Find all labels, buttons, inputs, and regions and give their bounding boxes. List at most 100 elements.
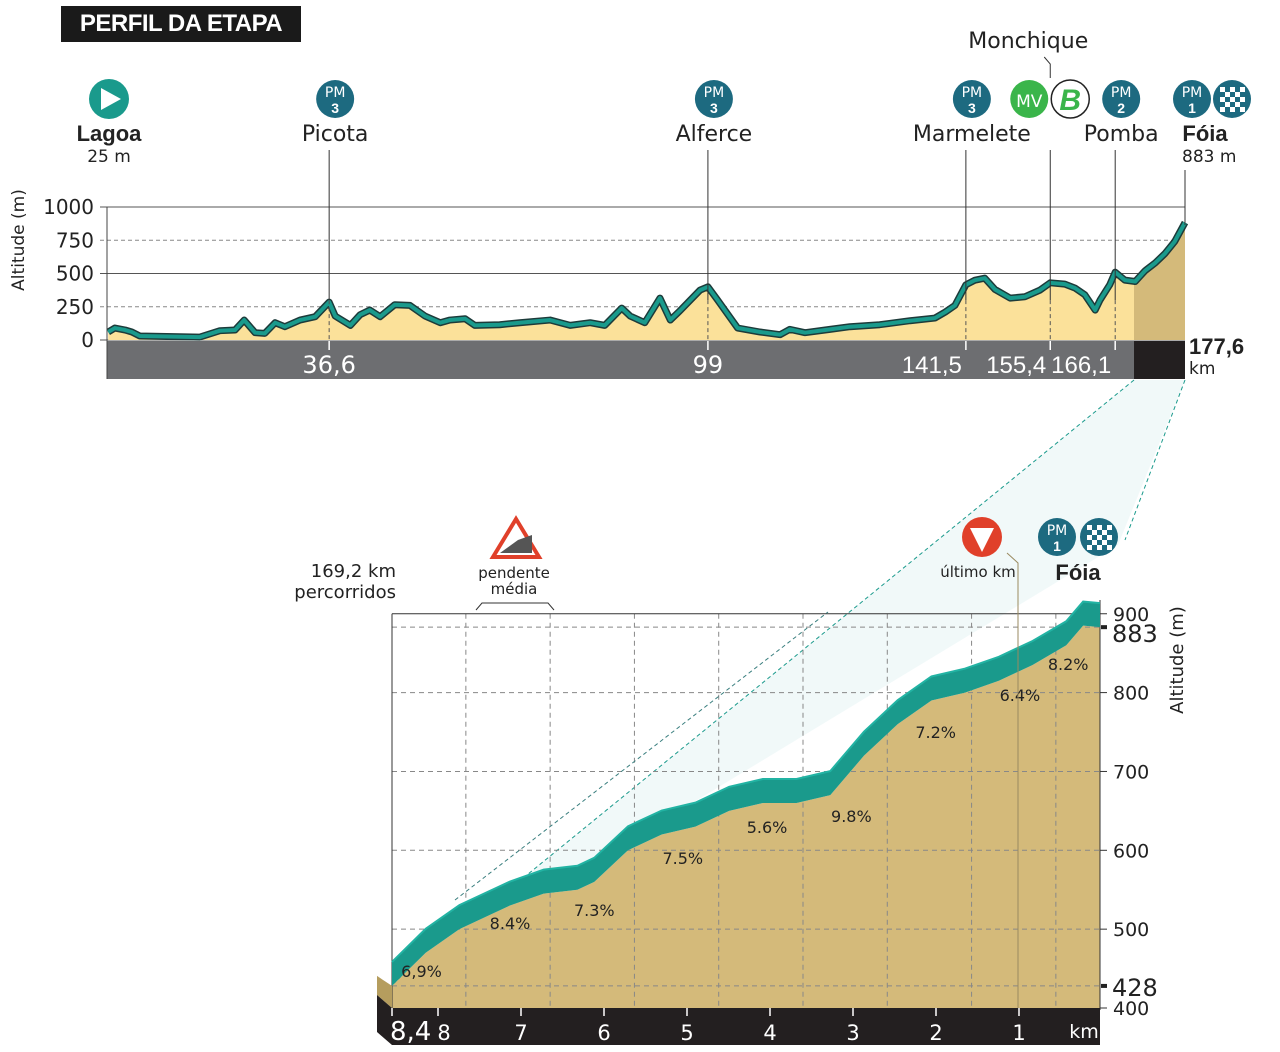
finish-altitude: 883 m — [1182, 147, 1236, 167]
climb-badge-text: PM — [962, 85, 983, 101]
segment-grade-label: 6.4% — [1000, 686, 1041, 705]
y-tick-label: 750 — [56, 228, 94, 252]
y-tick-label: 250 — [56, 295, 94, 319]
zoom-finish-climb-badge-category: 1 — [1053, 538, 1061, 554]
climb-side — [377, 975, 392, 1008]
segment-grade-label: 8.2% — [1048, 655, 1089, 674]
checker-square — [1092, 530, 1097, 535]
total-distance-unit: km — [1189, 359, 1215, 379]
y-mark — [1101, 625, 1107, 630]
y-mark — [1101, 983, 1107, 988]
checker-square — [1107, 535, 1112, 540]
avg-gradient-label: pendente — [478, 564, 550, 582]
climb-badge-category: 3 — [331, 100, 339, 116]
x-tick-label: 3 — [846, 1021, 859, 1045]
final-climb-axis-segment — [1134, 341, 1185, 379]
checker-square — [1230, 107, 1235, 112]
checker-square — [1092, 540, 1097, 545]
segment-grade-label: 8.4% — [490, 914, 531, 933]
checker-square — [1230, 97, 1235, 102]
climb-badge-text: PM — [1111, 85, 1132, 101]
climb-badge-icon — [694, 80, 733, 118]
y-axis-title: Altitude (m) — [1167, 606, 1188, 714]
climb-badge-icon — [952, 80, 991, 118]
checker-square — [1240, 87, 1245, 92]
profile-area — [108, 222, 1185, 340]
climb-name: Pomba — [1084, 122, 1159, 147]
start-altitude: 25 m — [87, 147, 131, 167]
segment-grade-label: 5.6% — [747, 818, 788, 837]
road-band — [392, 601, 1100, 986]
km-mark-label: 166,1 — [1051, 352, 1111, 379]
bonus-badge-text: B — [1059, 84, 1081, 117]
checker-square — [1107, 545, 1112, 550]
y-tick-label: 600 — [1113, 840, 1149, 862]
start-play-icon — [101, 88, 121, 110]
sprint-badge-text: MV — [1016, 92, 1043, 112]
road-band-highlight — [391, 600, 1101, 963]
zoom-connector-right — [1124, 379, 1186, 541]
x-tick-label: 7 — [514, 1021, 527, 1045]
climb-badge-text: PM — [704, 85, 725, 101]
segment-grade-label: 7.2% — [915, 723, 956, 742]
x-axis-unit: km — [1069, 1021, 1099, 1043]
climb-start-label: percorridos — [294, 582, 396, 603]
climb-badge-category: 3 — [968, 100, 976, 116]
y-tick-label: 400 — [1113, 998, 1149, 1020]
segment-grade-label: 7.3% — [574, 901, 615, 920]
page-title: PERFIL DA ETAPA — [61, 6, 301, 42]
x-tick-label: 8 — [437, 1021, 450, 1045]
y-tick-label: 700 — [1113, 761, 1149, 783]
climb-badge-category: 3 — [710, 100, 718, 116]
distance-axis-bar — [107, 341, 1185, 379]
avg-gradient-label-2: média — [491, 580, 538, 598]
total-distance: 177,6 — [1189, 334, 1244, 359]
y-tick-label: 500 — [56, 262, 94, 286]
segment-grade-label: 9.8% — [831, 807, 872, 826]
km-mark-label: 141,5 — [902, 352, 962, 379]
checker-square — [1087, 545, 1092, 550]
x-tick-label: 8,4 — [390, 1017, 431, 1047]
checker-square — [1087, 535, 1092, 540]
zoom-finish-climb-badge-text: PM — [1047, 523, 1068, 539]
final-climb-area — [1134, 222, 1185, 340]
zoom-connector-left — [391, 379, 1135, 986]
checker-square — [1107, 525, 1112, 530]
climb-badge-icon — [1102, 80, 1141, 118]
checker-square — [1097, 525, 1102, 530]
checker-square — [1220, 97, 1225, 102]
finish-climb-badge-text: PM — [1182, 85, 1203, 101]
y-mark-label: 428 — [1112, 974, 1158, 1002]
finish-climb-badge-icon — [1173, 80, 1211, 118]
last-km-arrow-icon — [970, 528, 994, 552]
km-mark-label: 99 — [693, 351, 724, 379]
checker-square — [1097, 535, 1102, 540]
y-mark-label: 883 — [1112, 620, 1158, 648]
y-tick-label: 1000 — [43, 195, 94, 219]
y-axis-title: Altitude (m) — [9, 189, 29, 291]
climb-name: Alferce — [676, 122, 753, 147]
climb-badge-category: 2 — [1117, 100, 1125, 116]
y-tick-label: 900 — [1113, 604, 1149, 626]
finish-name: Fóia — [1182, 121, 1228, 146]
climb-badge-icon — [316, 80, 355, 118]
avg-gradient-bracket — [475, 602, 555, 611]
finish-climb-badge-category: 1 — [1188, 100, 1196, 116]
climb-name: Marmelete — [913, 122, 1031, 147]
climb-start-km: 169,2 km — [311, 561, 396, 582]
x-tick-label: 4 — [763, 1021, 776, 1045]
climb-name: Picota — [302, 122, 369, 147]
sprint-leader-line — [1043, 56, 1051, 78]
km-axis-bar — [377, 995, 1100, 1045]
checker-square — [1220, 87, 1225, 92]
zoom-finish-name: Fóia — [1055, 560, 1101, 585]
profile-line — [107, 221, 1187, 340]
checker-square — [1225, 92, 1230, 97]
checker-square — [1235, 92, 1240, 97]
slope-icon — [500, 535, 532, 553]
climb-badge-text: PM — [325, 85, 346, 101]
checker-square — [1097, 545, 1102, 550]
last-km-line — [1006, 552, 1019, 1008]
checker-square — [1102, 530, 1107, 535]
zoom-finish-climb-badge-icon — [1038, 518, 1076, 556]
